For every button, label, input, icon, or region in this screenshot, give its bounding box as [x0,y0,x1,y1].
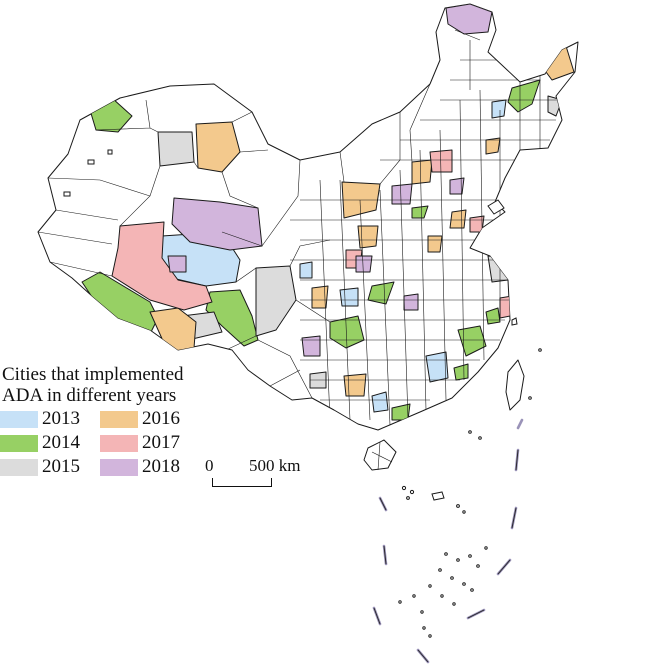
legend-label-2014: 2014 [42,432,80,453]
scale-distance-label: 500 km [249,456,301,475]
legend-label-2015: 2015 [42,456,80,477]
legend-item-2017: 2017 [100,432,200,453]
legend-swatch-2016 [100,410,138,428]
legend-label-2013: 2013 [42,408,80,429]
legend-item-2016: 2016 [100,408,200,429]
scale-bar: 0 500 km [205,456,300,496]
legend-swatch-2013 [0,410,38,428]
legend: Cities that implemented ADA in different… [0,364,200,477]
legend-label-2018: 2018 [142,456,180,477]
scale-zero-label: 0 [205,456,214,475]
sea-islands [398,485,488,638]
legend-swatch-2014 [0,434,38,452]
legend-label-2017: 2017 [142,432,180,453]
legend-item-2013: 2013 [0,408,100,429]
nine-dash-line [372,418,524,664]
legend-grid: 2013 2016 2014 2017 2015 2018 [0,408,200,477]
scale-bar-line [212,478,272,487]
legend-swatch-2017 [100,434,138,452]
legend-label-2016: 2016 [142,408,180,429]
legend-item-2015: 2015 [0,456,100,477]
legend-item-2014: 2014 [0,432,100,453]
legend-swatch-2018 [100,458,138,476]
legend-title: Cities that implemented ADA in different… [2,364,184,406]
legend-item-2018: 2018 [100,456,200,477]
legend-swatch-2015 [0,458,38,476]
